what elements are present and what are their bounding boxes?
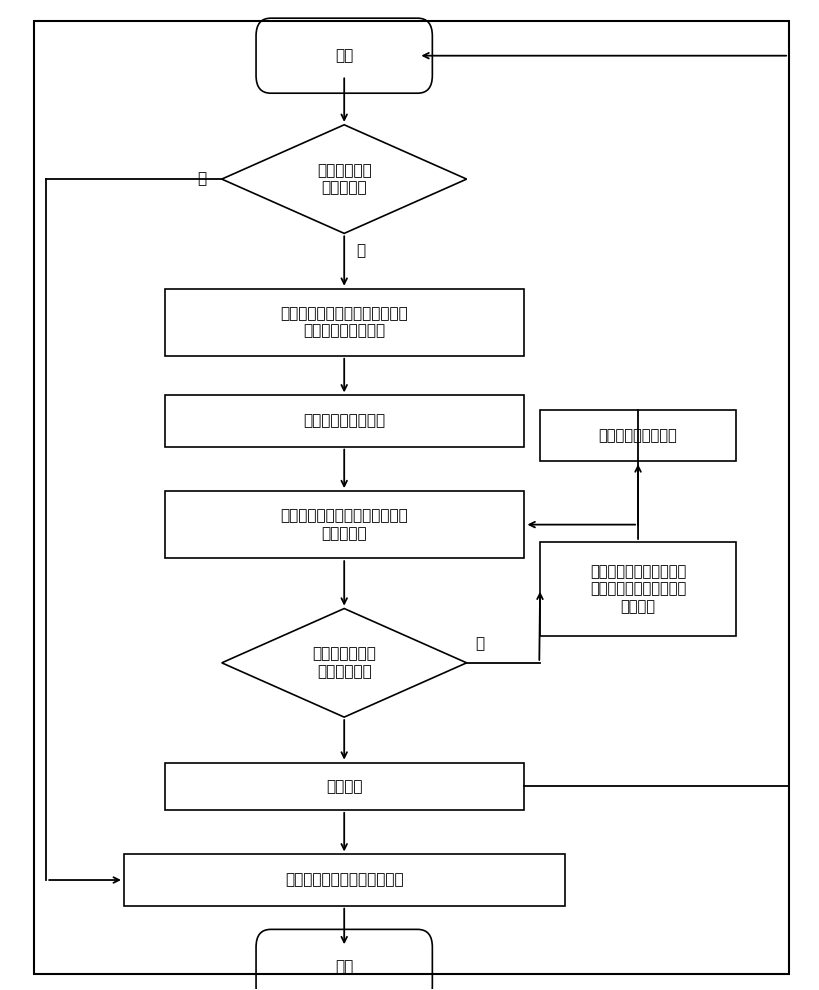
Polygon shape [222,609,467,717]
FancyBboxPatch shape [256,930,432,990]
Polygon shape [222,125,467,234]
Text: 否: 否 [475,636,484,651]
Text: 否: 否 [356,244,365,258]
Text: 根据分布特征确定到达目的地后
的停车时长: 根据分布特征确定到达目的地后 的停车时长 [280,509,408,541]
Text: 开始: 开始 [335,49,353,63]
Bar [165,762,524,810]
Text: 区域内车辆是
否全部记录: 区域内车辆是 否全部记录 [317,163,372,195]
Bar [165,491,524,558]
Text: 返回住处: 返回住处 [326,779,363,794]
Bar [540,542,736,636]
Text: 记录此时时间、地点: 记录此时时间、地点 [599,429,677,444]
Text: 是: 是 [197,171,206,186]
Text: 停车结束后是否
已到返回时间: 停车结束后是否 已到返回时间 [312,646,376,679]
FancyBboxPatch shape [256,18,432,93]
Text: 结束: 结束 [335,959,353,974]
Text: 根据停车结束的时间、地
点的状态转移矩阵确定下
一目的地: 根据停车结束的时间、地 点的状态转移矩阵确定下 一目的地 [590,564,686,614]
Bar [124,854,564,906]
Text: 所有车辆各时刻所在地点矩阵: 所有车辆各时刻所在地点矩阵 [285,872,404,887]
Bar [540,410,736,461]
Bar [165,395,524,446]
Bar [165,289,524,355]
Text: 记录此时时间、地点: 记录此时时间、地点 [303,414,385,429]
Text: 根据出发时间、地点的状态转移
矩阵确定下一目的地: 根据出发时间、地点的状态转移 矩阵确定下一目的地 [280,306,408,339]
